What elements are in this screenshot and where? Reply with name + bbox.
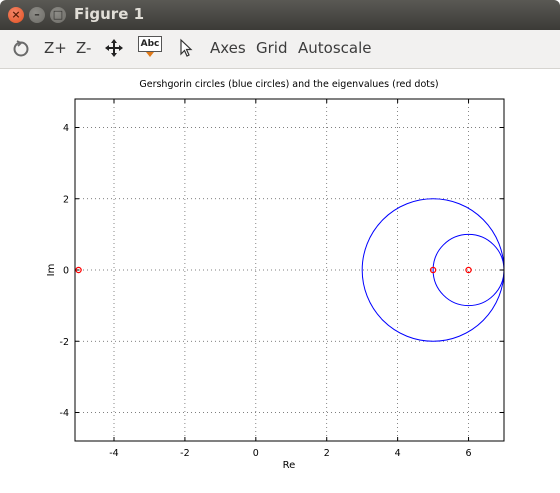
text-tool-dropdown-icon — [146, 52, 154, 57]
tick-labels: -4 -2 0 2 4 6 -4 -2 0 2 4 — [60, 123, 472, 459]
y-axis-label: Im — [46, 264, 57, 277]
title-bar: × – □ Figure 1 — [0, 0, 560, 30]
pan-icon[interactable] — [104, 38, 124, 58]
close-window-button[interactable]: × — [8, 7, 24, 23]
chart-title: Gershgorin circles (blue circles) and th… — [139, 79, 438, 90]
eigenvalue-point — [429, 266, 437, 274]
zoom-out-button[interactable]: Z- — [76, 39, 92, 57]
x-tick-label: 4 — [395, 448, 401, 459]
eigenvalue-points — [75, 266, 472, 274]
y-tick-label: 4 — [63, 123, 69, 134]
chart-svg: Gershgorin circles (blue circles) and th… — [46, 79, 505, 471]
window-title: Figure 1 — [74, 5, 145, 23]
x-tick-label: -4 — [109, 448, 118, 459]
axes-button[interactable]: Axes — [210, 39, 246, 57]
eigenvalue-point — [465, 266, 472, 274]
x-tick-label: -2 — [180, 448, 189, 459]
grid-lines — [75, 99, 504, 441]
rotate-icon[interactable] — [11, 38, 31, 58]
text-tool-label: Abc — [138, 36, 162, 52]
plot-area: Gershgorin circles (blue circles) and th… — [0, 69, 560, 489]
x-tick-label: 6 — [466, 448, 472, 459]
text-icon[interactable]: Abc — [138, 36, 162, 60]
maximize-window-button[interactable]: □ — [50, 7, 66, 23]
axis-ticks — [75, 99, 504, 441]
autoscale-button[interactable]: Autoscale — [298, 39, 372, 57]
axes-box — [74, 98, 505, 442]
grid-button[interactable]: Grid — [256, 39, 288, 57]
figure-toolbar: Z+ Z- Abc Axes Grid Autoscale — [0, 30, 560, 69]
y-tick-label: -2 — [60, 337, 69, 348]
zoom-in-button[interactable]: Z+ — [44, 39, 67, 57]
minimize-window-button[interactable]: – — [29, 7, 45, 23]
x-tick-label: 0 — [253, 448, 259, 459]
x-tick-label: 2 — [324, 448, 330, 459]
y-tick-label: -4 — [60, 408, 69, 419]
x-axis-label: Re — [283, 460, 296, 471]
pointer-icon[interactable] — [178, 38, 194, 58]
eigenvalue-point — [75, 266, 82, 274]
y-tick-label: 2 — [63, 194, 69, 205]
y-tick-label: 0 — [63, 266, 69, 277]
